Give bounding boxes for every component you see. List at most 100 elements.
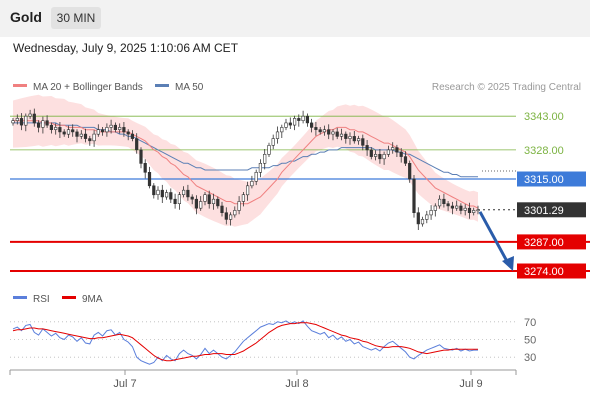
candle-83 (365, 140, 369, 156)
candle-67 (297, 114, 301, 127)
level-label-1: 3328.00 (524, 145, 564, 157)
asset-title: Gold (10, 9, 42, 25)
candle-body-57 (254, 172, 258, 182)
candle-2 (19, 113, 24, 131)
candle-107 (467, 202, 472, 219)
candle-body-102 (446, 203, 450, 207)
candle-body-26 (122, 127, 126, 133)
candle-69 (305, 113, 310, 127)
candle-body-10 (54, 127, 58, 130)
candle-57 (254, 169, 258, 186)
candle-27 (126, 129, 130, 141)
candle-body-17 (83, 133, 88, 139)
candle-body-76 (335, 131, 339, 137)
candle-body-20 (96, 129, 100, 135)
level-label-2: 3315.00 (524, 174, 564, 186)
candle-body-91 (399, 151, 403, 157)
candle-body-8 (45, 120, 49, 126)
level-label-0: 3343.00 (524, 111, 564, 123)
candle-body-29 (135, 138, 139, 151)
candle-98 (429, 205, 433, 220)
x-tick-label-0: Jul 7 (113, 378, 136, 390)
candle-20 (96, 124, 100, 137)
candle-body-66 (292, 118, 297, 126)
candle-34 (156, 186, 160, 200)
candle-body-58 (258, 163, 263, 173)
candle-102 (446, 201, 450, 211)
candle-body-5 (32, 113, 36, 124)
candle-61 (271, 134, 275, 150)
level-label-5: 3274.00 (524, 266, 564, 278)
candle-body-104 (455, 205, 459, 209)
ma50-legend-swatch (155, 84, 169, 87)
candle-8 (45, 115, 49, 128)
ma50-legend-label: MA 50 (175, 82, 204, 93)
candle-52 (233, 206, 237, 218)
candle-7 (41, 116, 45, 134)
candle-body-53 (237, 201, 241, 211)
candle-95 (416, 207, 420, 230)
candle-42 (190, 194, 194, 205)
candle-70 (309, 118, 314, 133)
candle-31 (143, 159, 147, 179)
candle-body-54 (241, 194, 246, 202)
candle-23 (109, 119, 113, 134)
candle-body-67 (297, 118, 301, 121)
candle-43 (194, 195, 199, 215)
candle-5 (32, 108, 36, 127)
candle-body-62 (275, 131, 280, 139)
candle-49 (220, 201, 224, 217)
rsi-tick-label-30: 30 (524, 352, 536, 364)
candle-55 (246, 181, 250, 201)
candle-body-55 (246, 185, 250, 196)
candlesticks (11, 108, 480, 230)
ma20-legend-label: MA 20 + Bollinger Bands (33, 82, 143, 93)
candle-64 (284, 118, 288, 131)
candle-body-90 (395, 147, 399, 153)
candle-33 (152, 183, 156, 199)
candle-97 (425, 210, 429, 224)
candle-body-21 (101, 129, 105, 133)
candle-body-43 (194, 198, 199, 209)
rsi-tick-label-70: 70 (524, 317, 536, 329)
candle-22 (105, 123, 109, 137)
candle-body-14 (71, 129, 75, 133)
candle-90 (395, 144, 399, 157)
candle-82 (361, 134, 365, 151)
candle-21 (101, 127, 105, 136)
candle-3 (24, 113, 28, 132)
candle-body-107 (467, 207, 472, 213)
forecast-arrow-shaft (478, 211, 511, 266)
candle-body-77 (339, 133, 344, 137)
candle-body-100 (437, 198, 442, 207)
candle-body-44 (199, 201, 203, 209)
timeframe-button[interactable]: 30 MIN (51, 7, 101, 29)
candle-105 (459, 203, 463, 215)
candle-13 (66, 125, 71, 138)
candle-body-56 (250, 181, 254, 187)
candle-body-106 (463, 207, 467, 211)
candle-body-70 (309, 122, 314, 128)
x-tick-label-1: Jul 8 (285, 378, 308, 390)
candle-44 (199, 196, 203, 211)
candle-body-34 (156, 189, 160, 195)
candle-body-52 (233, 210, 237, 216)
candle-14 (71, 124, 75, 137)
candle-body-79 (348, 136, 352, 139)
candle-body-80 (352, 136, 356, 142)
candle-29 (135, 133, 139, 154)
candle-body-7 (41, 120, 45, 128)
candle-109 (476, 205, 480, 215)
candle-body-75 (331, 131, 335, 135)
rsi-series-0 (12, 320, 478, 365)
candle-body-1 (15, 118, 19, 121)
candle-body-13 (66, 129, 71, 135)
candle-body-82 (361, 138, 365, 146)
candle-body-86 (378, 154, 382, 160)
candle-body-98 (429, 210, 433, 216)
ma20-legend-swatch (13, 84, 27, 87)
rsi-panel: 70 50 30 (10, 317, 536, 365)
candle-15 (75, 129, 79, 143)
candle-46 (207, 190, 211, 209)
